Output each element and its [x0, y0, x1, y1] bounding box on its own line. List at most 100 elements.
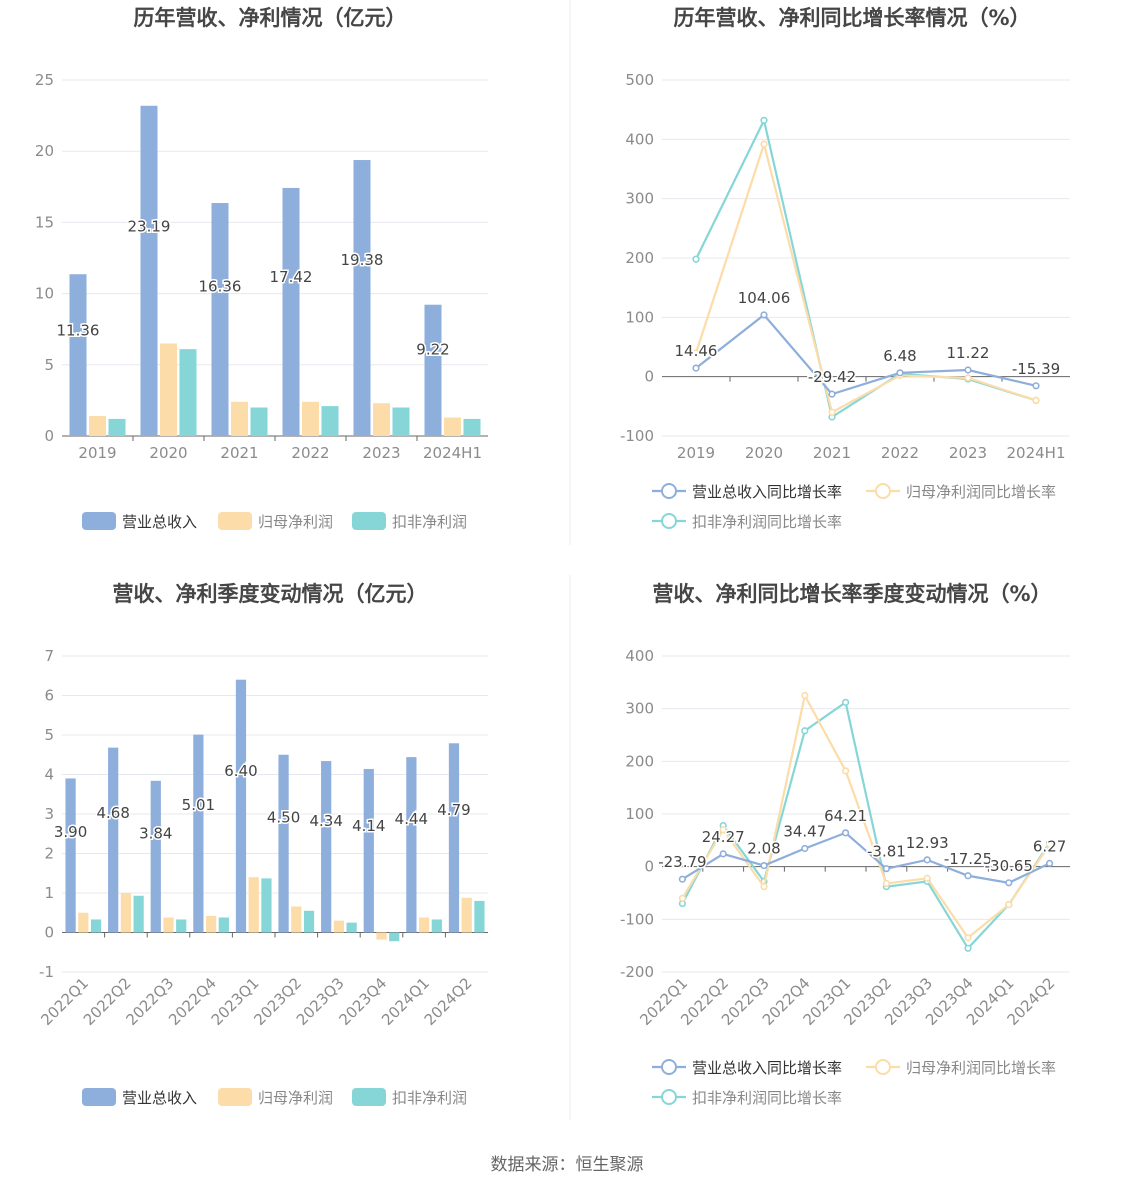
legend-label: 营业总收入: [122, 1089, 197, 1107]
line-chart-4: 营收、净利同比增长率季度变动情况（%） -200 -100 0 100 200 300 400…: [620, 582, 1070, 1107]
y-tick-label: 1: [44, 884, 54, 902]
line-data-label: 12.93: [906, 834, 949, 852]
series-point-2: [692, 349, 700, 357]
y-tick-label: 500: [625, 71, 654, 89]
bar-2: [376, 932, 387, 940]
series-point-1: [760, 311, 768, 319]
legend-label: 归母净利润同比增长率: [906, 1059, 1056, 1077]
bar-1: [211, 203, 229, 436]
bar-data-label: 4.79: [437, 801, 470, 819]
bar-data-label: 6.40: [224, 762, 257, 780]
series-point-1: [1032, 382, 1040, 390]
y-tick-label: 300: [625, 700, 654, 718]
bar-data-label: 4.44: [395, 810, 428, 828]
bar-3: [108, 418, 126, 436]
legend-marker: [661, 483, 677, 499]
legend-swatch: [82, 512, 116, 530]
legend-label: 扣非净利润: [392, 513, 467, 531]
bar-3: [392, 407, 410, 436]
bar-data-label: 4.34: [309, 812, 342, 830]
bar-3: [463, 418, 481, 436]
bar-2: [231, 401, 248, 436]
series-line-1: [681, 831, 1051, 884]
y-tick-label: -100: [620, 910, 654, 928]
legend-label: 归母净利润: [258, 513, 333, 531]
x-tick-label: 2024H1: [1007, 444, 1066, 462]
legend-swatch: [352, 512, 386, 530]
legend-marker: [661, 1059, 677, 1075]
y-tick-label: 200: [625, 249, 654, 267]
bar-3: [90, 919, 102, 933]
series-point-1: [841, 829, 850, 837]
line-data-label: -30.65: [985, 857, 1033, 875]
series-point-2: [1045, 840, 1054, 849]
series-point-2: [828, 408, 836, 416]
bar-data-label: 4.68: [96, 804, 129, 822]
series-point-2: [801, 691, 809, 700]
chart-legend: 营业总收入 归母净利润 扣非净利润: [82, 512, 467, 531]
series-point-2: [841, 767, 850, 775]
bar-1: [282, 187, 300, 436]
bar-data-label: 11.36: [57, 322, 100, 340]
bar-2: [418, 917, 430, 933]
legend-swatch: [352, 1088, 386, 1106]
bar-2: [373, 403, 390, 436]
series-point-2: [923, 874, 931, 882]
bar-data-label: 3.84: [139, 824, 172, 842]
bar-2: [248, 877, 259, 933]
series-line-3: [695, 117, 1037, 419]
series-point-3: [692, 255, 700, 263]
line-data-label: -23.79: [658, 853, 706, 871]
bar-1: [235, 679, 247, 933]
bar-1: [353, 160, 371, 436]
chart-title: 营收、净利同比增长率季度变动情况（%）: [652, 582, 1051, 606]
y-tick-label: -1: [39, 963, 54, 981]
line-data-label: -15.39: [1012, 360, 1060, 378]
bar-data-label: 4.14: [352, 817, 385, 835]
series-point-2: [882, 879, 891, 888]
legend-label: 营业总收入同比增长率: [692, 483, 842, 501]
legend-marker: [875, 483, 891, 499]
x-tick-label: 2020: [149, 444, 187, 462]
line-data-label: 34.47: [783, 823, 826, 841]
bar-2: [78, 912, 89, 933]
series-point-2: [1005, 900, 1013, 909]
series-point-2: [760, 883, 768, 891]
bar-3: [133, 895, 144, 933]
legend-swatch: [218, 512, 252, 530]
series-point-1: [923, 856, 931, 864]
series-point-1: [1005, 879, 1013, 887]
x-tick-label: 2020: [745, 444, 783, 462]
y-tick-label: 200: [625, 752, 654, 770]
y-tick-label: 300: [625, 190, 654, 208]
bar-data-label: 19.38: [341, 251, 384, 269]
series-line-3: [681, 700, 1051, 951]
series-point-2: [678, 894, 687, 902]
line-data-label: 2.08: [747, 840, 780, 858]
series-point-3: [801, 727, 809, 735]
bar-1: [363, 768, 374, 933]
legend-label: 扣非净利润同比增长率: [692, 1089, 842, 1107]
y-tick-label: -200: [620, 963, 654, 981]
bar-2: [302, 401, 319, 436]
y-tick-label: 2: [44, 845, 54, 863]
y-tick-label: 400: [625, 647, 654, 665]
y-tick-label: 4: [44, 766, 54, 784]
series-point-3: [760, 116, 768, 124]
series-point-1: [1045, 859, 1054, 867]
bar-data-label: 17.42: [270, 268, 313, 286]
bar-2: [205, 915, 217, 933]
bar-2: [461, 897, 472, 933]
series-point-2: [964, 374, 972, 382]
y-tick-label: -100: [620, 427, 654, 445]
bar-data-label: 16.36: [199, 278, 242, 296]
bar-3: [218, 917, 229, 933]
legend-label: 归母净利润: [258, 1089, 333, 1107]
chart-title: 营收、净利季度变动情况（亿元）: [113, 582, 428, 606]
bar-3: [431, 919, 442, 933]
bar-2: [89, 416, 106, 436]
bar-1: [65, 778, 76, 933]
